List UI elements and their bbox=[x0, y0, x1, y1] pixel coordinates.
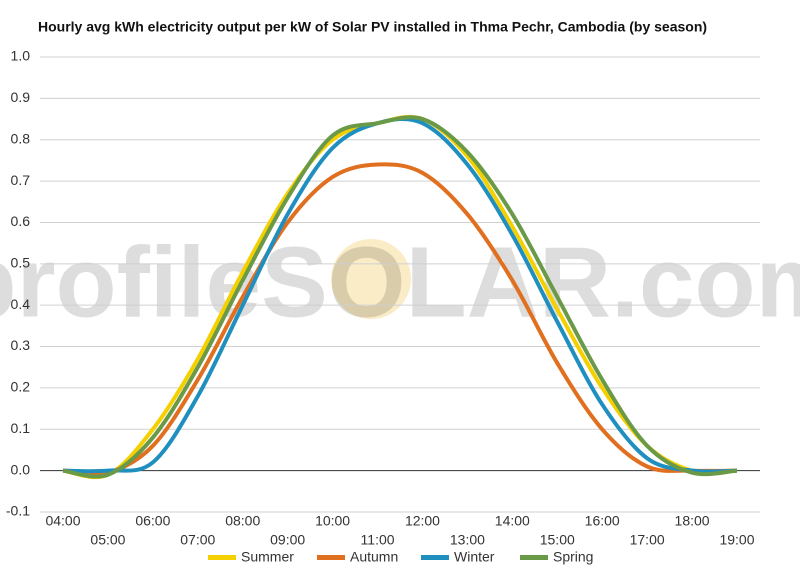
x-tick-label: 17:00 bbox=[630, 532, 665, 548]
y-tick-label: 0.5 bbox=[11, 255, 31, 271]
legend-label: Spring bbox=[553, 549, 593, 565]
x-tick-label: 13:00 bbox=[450, 532, 485, 548]
y-tick-label: 0.1 bbox=[11, 420, 31, 436]
chart-title: Hourly avg kWh electricity output per kW… bbox=[38, 19, 707, 35]
x-tick-label: 05:00 bbox=[90, 532, 125, 548]
legend-swatch bbox=[208, 555, 236, 560]
x-tick-label: 14:00 bbox=[495, 513, 530, 529]
x-tick-label: 12:00 bbox=[405, 513, 440, 529]
y-tick-label: 0.6 bbox=[11, 213, 31, 229]
x-tick-label: 08:00 bbox=[225, 513, 260, 529]
legend-label: Winter bbox=[454, 549, 495, 565]
x-tick-label: 10:00 bbox=[315, 513, 350, 529]
legend-label: Autumn bbox=[350, 549, 398, 565]
x-tick-label: 15:00 bbox=[540, 532, 575, 548]
y-tick-label: 0.4 bbox=[11, 296, 31, 312]
x-tick-label: 19:00 bbox=[719, 532, 754, 548]
x-tick-label: 07:00 bbox=[180, 532, 215, 548]
y-tick-label: -0.1 bbox=[6, 503, 30, 519]
y-tick-label: 0.9 bbox=[11, 89, 31, 105]
x-tick-label: 06:00 bbox=[135, 513, 170, 529]
x-tick-label: 09:00 bbox=[270, 532, 305, 548]
y-tick-label: 0.7 bbox=[11, 172, 31, 188]
legend-swatch bbox=[520, 555, 548, 560]
legend-swatch bbox=[317, 555, 345, 560]
y-tick-label: 0.3 bbox=[11, 337, 31, 353]
y-tick-label: 0.0 bbox=[11, 461, 31, 477]
series-line bbox=[62, 162, 738, 477]
x-tick-label: 04:00 bbox=[45, 513, 80, 529]
x-tick-label: 16:00 bbox=[585, 513, 620, 529]
y-tick-label: 0.8 bbox=[11, 130, 31, 146]
y-tick-label: 0.2 bbox=[11, 379, 31, 395]
x-tick-label: 11:00 bbox=[361, 532, 395, 548]
watermark-sun bbox=[331, 239, 411, 319]
legend-swatch bbox=[421, 555, 449, 560]
legend-label: Summer bbox=[241, 549, 294, 565]
series-line bbox=[62, 115, 738, 479]
x-tick-label: 18:00 bbox=[675, 513, 710, 529]
watermark: profileSOLAR.com bbox=[0, 226, 800, 338]
y-tick-label: 1.0 bbox=[11, 48, 31, 64]
